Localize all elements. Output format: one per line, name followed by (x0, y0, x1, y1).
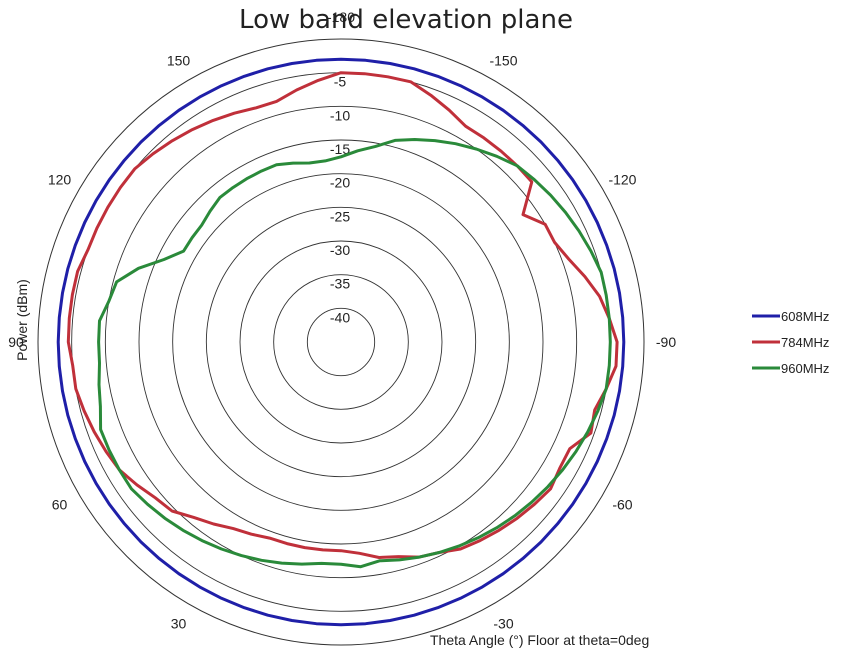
radial-tick-label: -30 (330, 242, 350, 258)
y-axis-label: Power (dBm) (14, 279, 30, 361)
angle-tick-label: 120 (48, 172, 72, 188)
radial-tick-label: -40 (330, 309, 350, 325)
x-axis-label: Theta Angle (°) Floor at theta=0deg (430, 632, 649, 648)
angle-tick-label: -60 (612, 497, 632, 513)
radial-tick-label: -25 (330, 208, 350, 224)
angle-tick-label: -30 (493, 615, 513, 631)
radial-ring (306, 307, 376, 377)
radial-rings (37, 38, 645, 646)
radial-ring (273, 274, 409, 410)
radial-ring (138, 139, 544, 545)
radial-ring (104, 105, 578, 579)
legend-label: 608MHz (781, 309, 829, 324)
radial-tick-label: -5 (334, 74, 347, 90)
angle-tick-label: -180 (327, 9, 355, 25)
angle-tick-labels: -180-150-120-90-60-300306090120150 (8, 9, 676, 631)
radial-tick-label: -20 (330, 175, 350, 191)
radial-ring (172, 173, 510, 511)
radial-ring (239, 240, 443, 444)
angle-tick-label: 150 (167, 53, 191, 69)
legend: 608MHz 784MHz 960MHz (752, 309, 829, 376)
angle-tick-label: 30 (171, 615, 187, 631)
chart-title: Low band elevation plane (239, 5, 573, 35)
radial-tick-label: -35 (330, 276, 350, 292)
series-line-608MHz (56, 57, 626, 627)
radial-ring (205, 206, 477, 478)
series-lines (56, 57, 626, 627)
legend-label: 960MHz (781, 361, 829, 376)
series-line-960MHz (97, 138, 612, 569)
angle-tick-label: -120 (608, 172, 636, 188)
angle-tick-label: -150 (489, 53, 517, 69)
radial-tick-labels: -5 -10 -15 -20 -25 -30 -35 -40 (330, 74, 350, 326)
legend-label: 784MHz (781, 335, 829, 350)
radial-tick-label: -15 (330, 141, 350, 157)
angle-tick-label: -90 (656, 334, 676, 350)
angle-tick-label: 90 (8, 334, 24, 350)
outer-frame (37, 38, 645, 646)
radial-tick-label: -10 (330, 107, 350, 123)
angle-tick-label: 60 (52, 497, 68, 513)
